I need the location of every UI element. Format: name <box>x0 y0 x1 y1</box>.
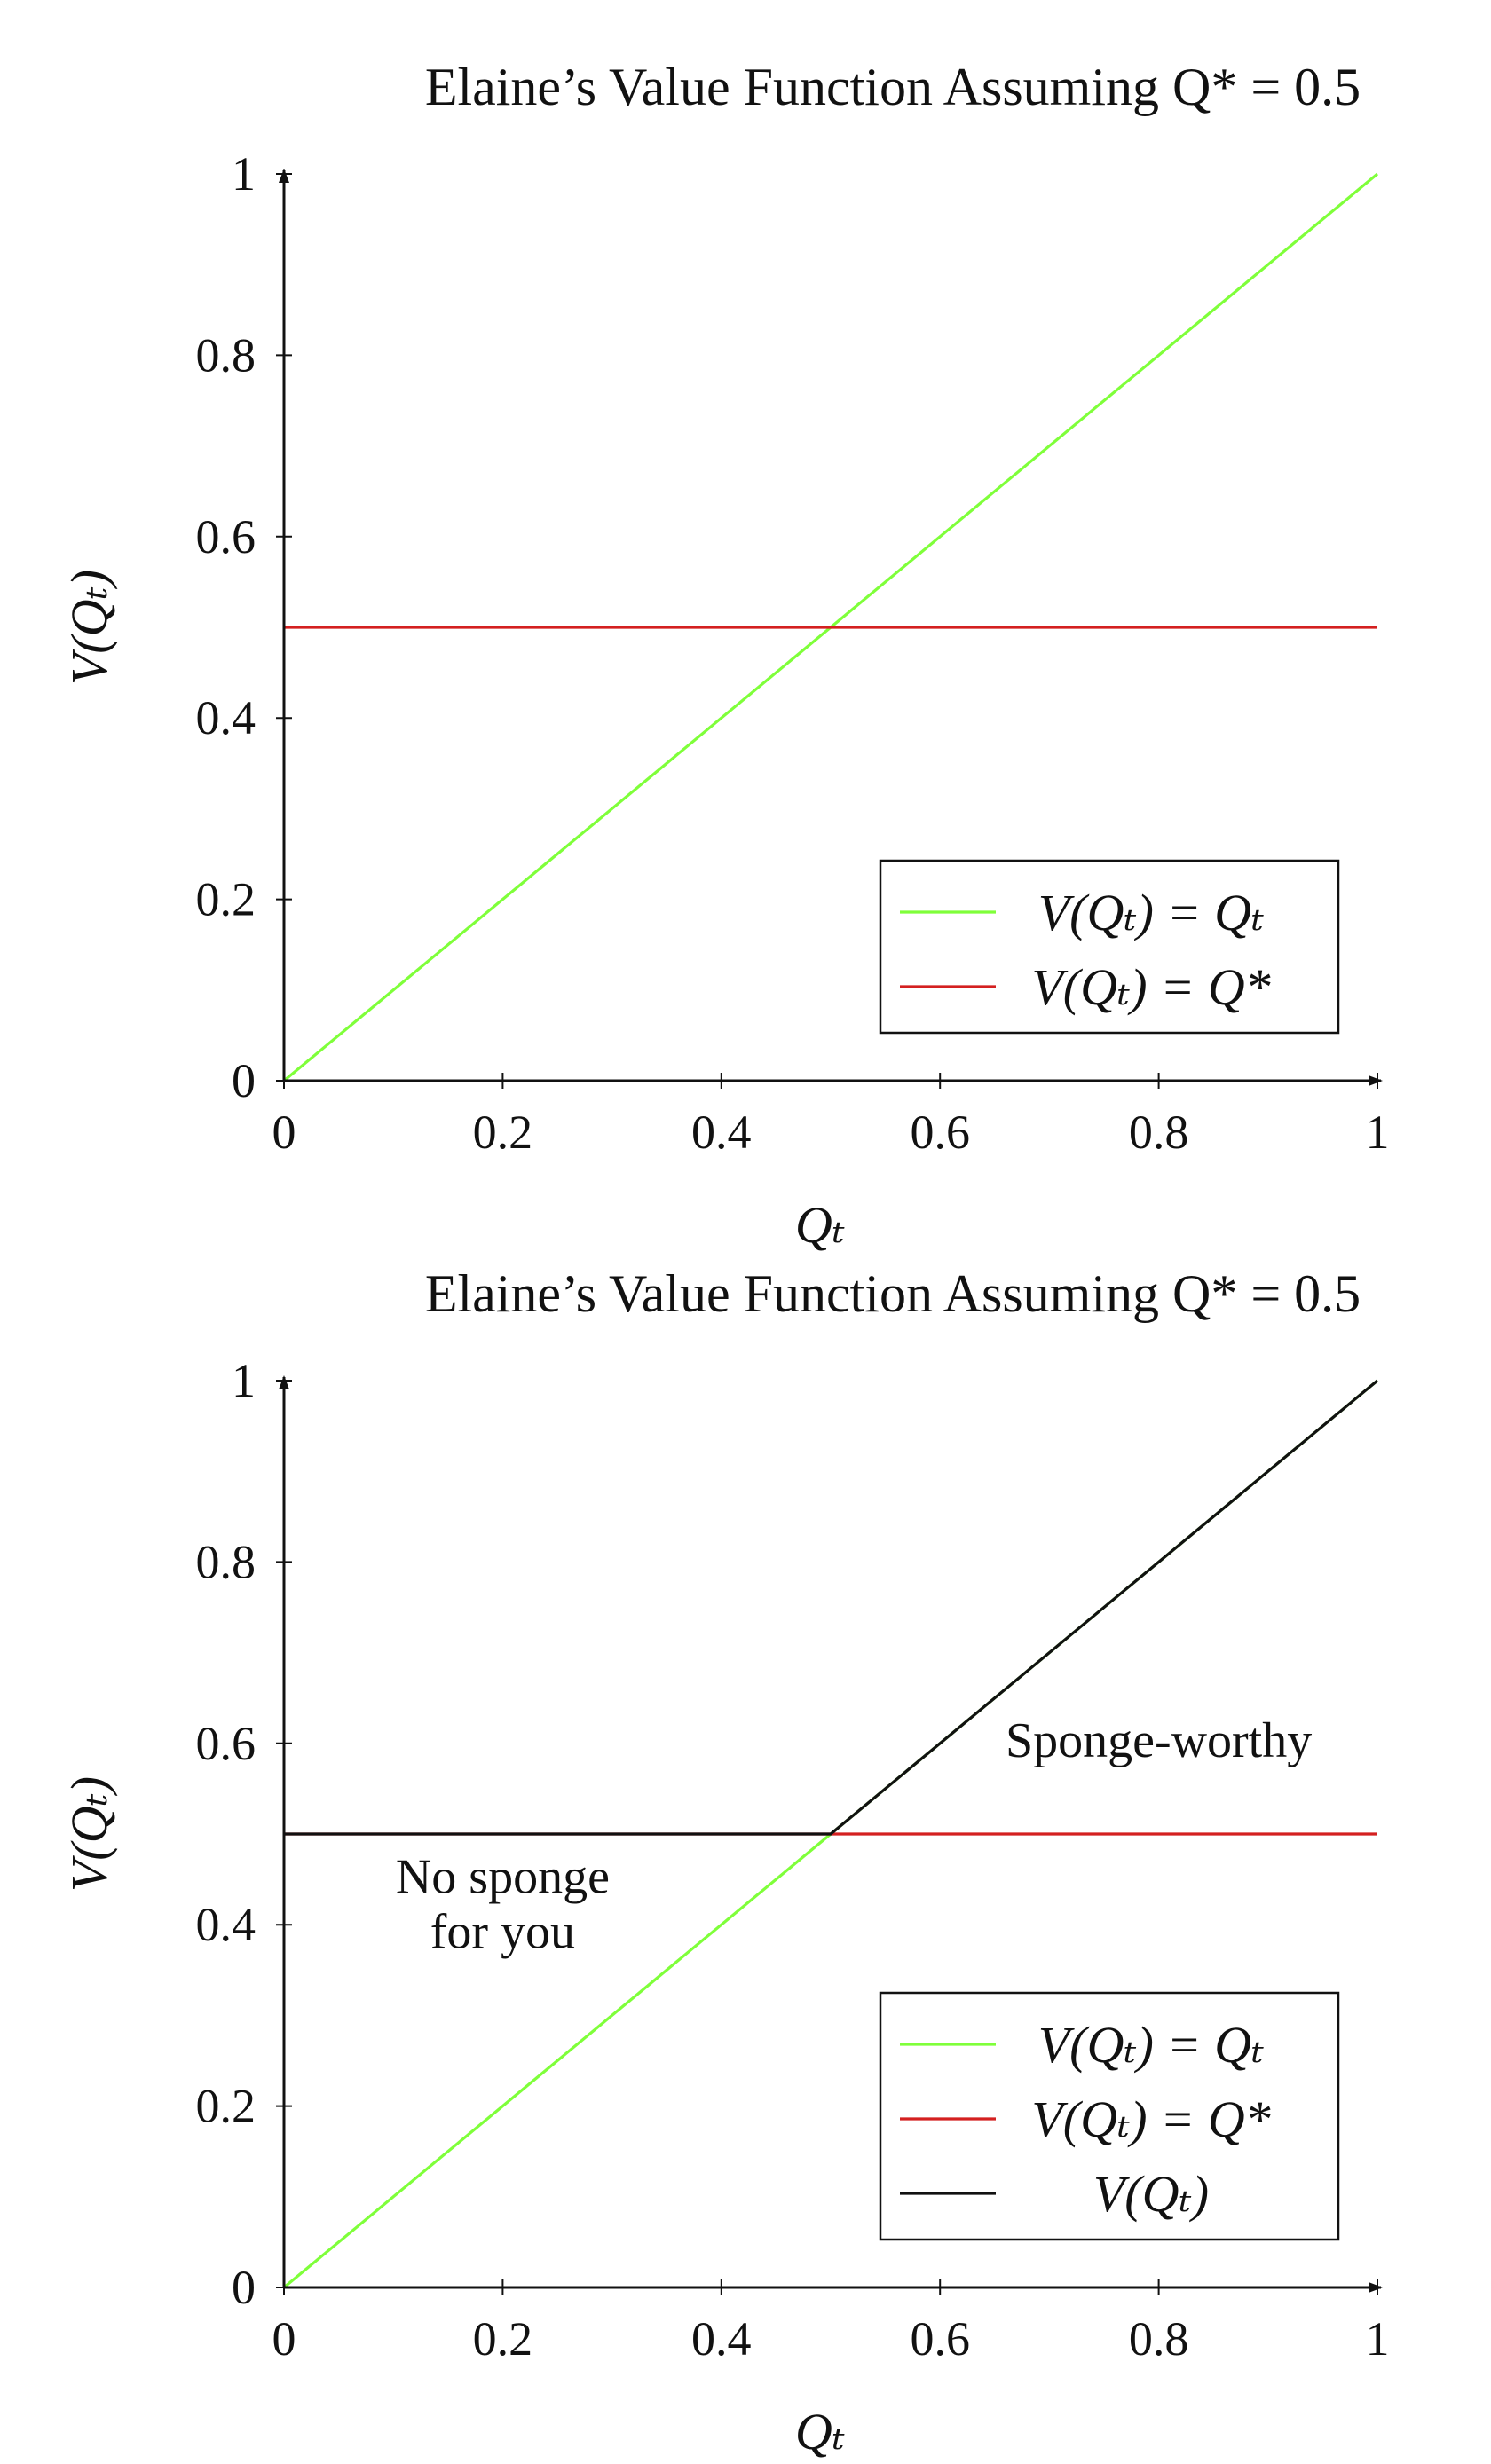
y-axis-label: V(Qₜ) <box>60 570 118 685</box>
y-tick-label: 0.2 <box>196 2080 256 2133</box>
x-tick-label: 0.6 <box>910 1106 970 1159</box>
annotation-text: No sponge <box>396 1849 610 1904</box>
legend: V(Qₜ) = Qₜ V(Qₜ) = Q* <box>879 859 1340 1035</box>
legend-box <box>879 859 1340 1035</box>
legend-box <box>879 1991 1340 2241</box>
y-tick-label: 0 <box>232 1054 256 1107</box>
x-tick-label: 0 <box>272 1106 296 1159</box>
y-tick-label: 0.4 <box>196 1898 256 1951</box>
x-tick-label: 0.2 <box>473 1106 533 1159</box>
y-tick-label: 0 <box>232 2261 256 2314</box>
series-group <box>282 172 1379 1082</box>
y-tick-label: 1 <box>232 147 256 201</box>
legend-label: V(Qₜ) <box>1093 2165 1209 2223</box>
x-tick-label: 0.6 <box>910 2312 970 2366</box>
series-line-3 <box>284 1379 1379 1836</box>
chart-title: Elaine’s Value Function Assuming Q* = 0.… <box>425 1264 1361 1323</box>
x-axis-label: Qₜ <box>795 1196 845 1254</box>
legend-label: V(Qₜ) = Qₜ <box>1038 2016 1265 2074</box>
annotation-text: Sponge-worthy <box>1006 1713 1312 1768</box>
x-tick-label: 0.8 <box>1129 2312 1189 2366</box>
x-tick-label: 0.8 <box>1129 1106 1189 1159</box>
y-tick-label: 0.8 <box>196 328 256 382</box>
legend: V(Qₜ) = Qₜ V(Qₜ) = Q* V(Qₜ) <box>879 1991 1340 2241</box>
x-tick-label: 0.4 <box>691 1106 752 1159</box>
y-tick-label: 0.6 <box>196 1717 256 1770</box>
y-tick-label: 0.8 <box>196 1535 256 1588</box>
chart-1: Elaine’s Value Function Assuming Q* = 0.… <box>60 58 1390 1254</box>
legend-label: V(Qₜ) = Q* <box>1031 2090 1270 2148</box>
legend-label: V(Qₜ) = Q* <box>1031 958 1270 1016</box>
y-tick-label: 0.6 <box>196 510 256 563</box>
annotation-text: for you <box>430 1904 575 1959</box>
x-tick-label: 1 <box>1366 1106 1390 1159</box>
x-tick-label: 0 <box>272 2312 296 2366</box>
series-group <box>282 1379 1379 2289</box>
x-tick-label: 1 <box>1366 2312 1390 2366</box>
x-tick-label: 0.2 <box>473 2312 533 2366</box>
chart-2: Elaine’s Value Function Assuming Q* = 0.… <box>60 1264 1390 2460</box>
y-tick-label: 0.4 <box>196 691 256 744</box>
x-axis-label: Qₜ <box>795 2403 845 2460</box>
legend-label: V(Qₜ) = Qₜ <box>1038 884 1265 941</box>
y-tick-label: 0.2 <box>196 873 256 926</box>
y-axis-label: V(Qₜ) <box>60 1776 118 1892</box>
chart-title: Elaine’s Value Function Assuming Q* = 0.… <box>425 58 1361 116</box>
y-tick-label: 1 <box>232 1354 256 1407</box>
x-tick-label: 0.4 <box>691 2312 752 2366</box>
